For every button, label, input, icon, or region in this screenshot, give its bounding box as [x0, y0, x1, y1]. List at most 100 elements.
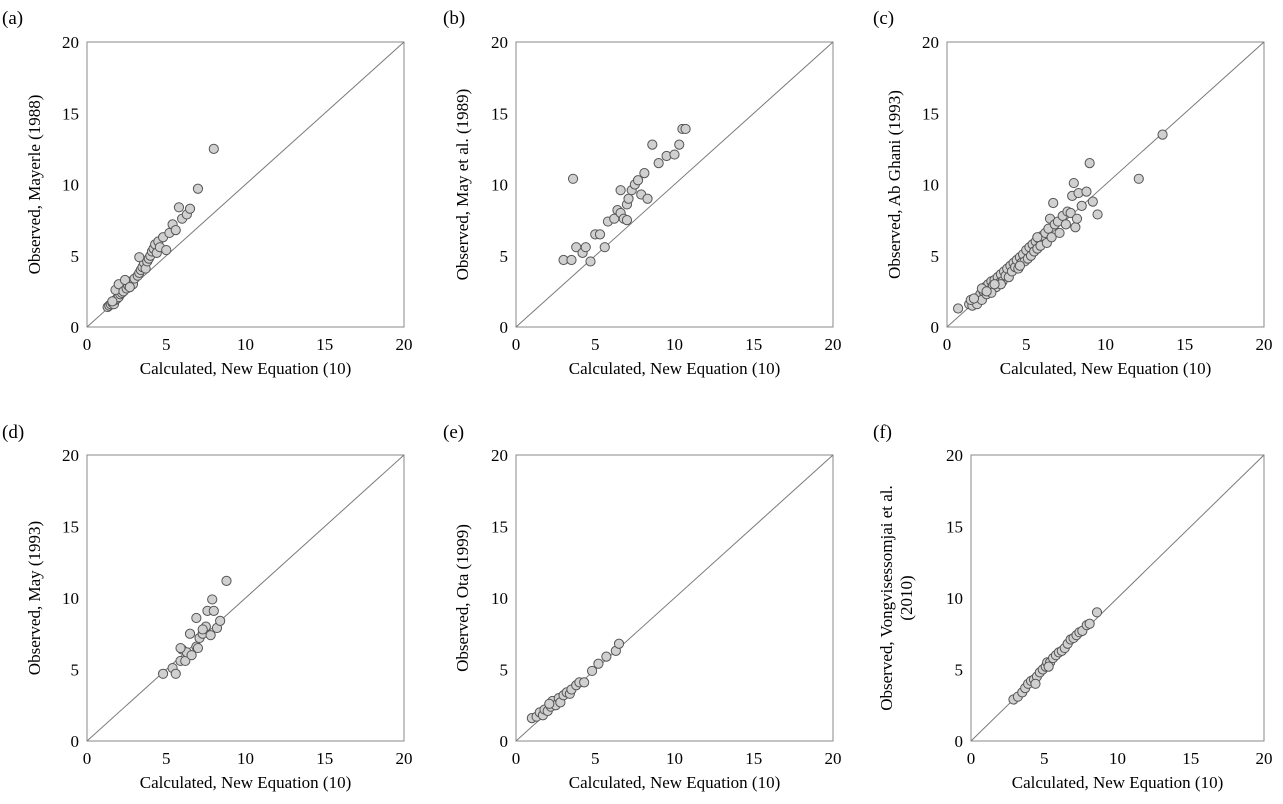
data-point — [952, 303, 964, 314]
x-tick-label: 5 — [591, 335, 600, 354]
x-tick-label: 20 — [825, 335, 842, 354]
x-tick-label: 20 — [825, 749, 842, 768]
data-point — [599, 242, 610, 253]
data-point — [632, 175, 644, 186]
plot-frame — [86, 41, 405, 328]
data-point — [1068, 177, 1079, 189]
x-tick-label: 0 — [967, 749, 976, 768]
data-point — [191, 612, 202, 624]
y-tick-label: 20 — [62, 446, 79, 465]
data-point — [208, 143, 219, 154]
y-tick-label: 15 — [62, 518, 79, 537]
data-point — [184, 203, 196, 214]
data-point — [170, 225, 181, 236]
y-tick-label: 15 — [62, 104, 79, 123]
data-point — [1054, 227, 1065, 239]
data-point — [544, 698, 555, 709]
y-tick-label: 5 — [500, 661, 509, 680]
data-point — [1060, 219, 1071, 230]
data-point — [1092, 209, 1103, 220]
data-point — [1070, 222, 1081, 233]
data-point — [567, 173, 579, 184]
x-axis-title: Calculated, New Equation (10) — [1012, 773, 1224, 792]
panel-letter: (a) — [2, 8, 23, 29]
y-tick-label: 15 — [491, 518, 508, 537]
y-axis-title: (2010) — [897, 575, 916, 620]
plot-frame — [515, 41, 834, 328]
data-point — [205, 630, 216, 641]
data-point — [580, 242, 591, 253]
data-point — [579, 677, 590, 688]
y-tick-label: 10 — [946, 589, 963, 608]
x-tick-label: 0 — [512, 749, 521, 768]
x-axis-title: Calculated, New Equation (10) — [140, 359, 352, 378]
data-point — [170, 668, 181, 679]
y-tick-label: 0 — [500, 318, 509, 337]
data-point — [989, 279, 1000, 290]
data-point — [585, 256, 596, 267]
data-point — [1071, 213, 1083, 224]
x-tick-label: 10 — [237, 335, 254, 354]
x-tick-label: 10 — [1109, 749, 1126, 768]
x-tick-label: 20 — [396, 335, 413, 354]
data-point — [647, 139, 658, 150]
x-tick-label: 10 — [237, 749, 254, 768]
data-point — [215, 615, 226, 626]
y-axis-title: Observed, Vongvisessomjai et al. — [877, 485, 896, 711]
y-tick-label: 15 — [946, 518, 963, 537]
data-point — [594, 229, 606, 240]
x-tick-label: 15 — [745, 749, 762, 768]
data-point — [653, 158, 664, 169]
x-tick-label: 10 — [666, 335, 683, 354]
x-tick-label: 15 — [745, 335, 762, 354]
data-point — [566, 254, 577, 266]
y-tick-label: 0 — [955, 732, 964, 751]
data-point — [642, 193, 653, 204]
data-point — [615, 185, 626, 196]
data-point — [161, 244, 172, 256]
x-axis-title: Calculated, New Equation (10) — [140, 773, 352, 792]
data-point — [1046, 232, 1057, 243]
y-axis-title: Observed, May (1993) — [25, 521, 44, 675]
data-point — [1032, 232, 1043, 243]
data-point — [197, 624, 208, 635]
data-point — [674, 139, 685, 150]
x-tick-label: 15 — [316, 335, 333, 354]
one-to-one-line — [515, 41, 834, 328]
y-tick-label: 0 — [71, 732, 80, 751]
data-point — [1087, 196, 1098, 207]
y-tick-label: 10 — [491, 176, 508, 195]
data-point — [173, 202, 185, 213]
y-tick-label: 20 — [491, 33, 508, 52]
data-point — [157, 668, 169, 679]
y-tick-label: 15 — [922, 104, 939, 123]
y-tick-label: 5 — [71, 247, 80, 266]
x-tick-label: 0 — [512, 335, 521, 354]
plot-frame — [515, 454, 834, 742]
y-tick-label: 0 — [71, 318, 80, 337]
x-tick-label: 0 — [943, 335, 952, 354]
data-point — [192, 183, 204, 194]
x-tick-label: 20 — [396, 749, 413, 768]
y-tick-label: 10 — [62, 589, 79, 608]
y-axis-title: Observed, Mayerle (1988) — [25, 95, 44, 275]
x-tick-label: 5 — [1022, 335, 1031, 354]
data-point — [134, 252, 145, 263]
y-tick-label: 10 — [62, 176, 79, 195]
data-point — [1030, 678, 1041, 689]
data-point — [601, 651, 612, 662]
data-point — [613, 638, 625, 649]
x-tick-label: 5 — [1040, 749, 1049, 768]
data-point — [1157, 129, 1168, 140]
data-point — [1084, 618, 1095, 629]
data-point — [1043, 661, 1054, 672]
data-point — [192, 642, 204, 654]
y-tick-label: 20 — [62, 33, 79, 52]
data-point — [207, 594, 218, 605]
data-point — [680, 123, 691, 135]
panel-letter: (d) — [2, 422, 24, 443]
data-point — [621, 215, 633, 226]
data-point — [208, 605, 219, 616]
y-tick-label: 10 — [491, 589, 508, 608]
